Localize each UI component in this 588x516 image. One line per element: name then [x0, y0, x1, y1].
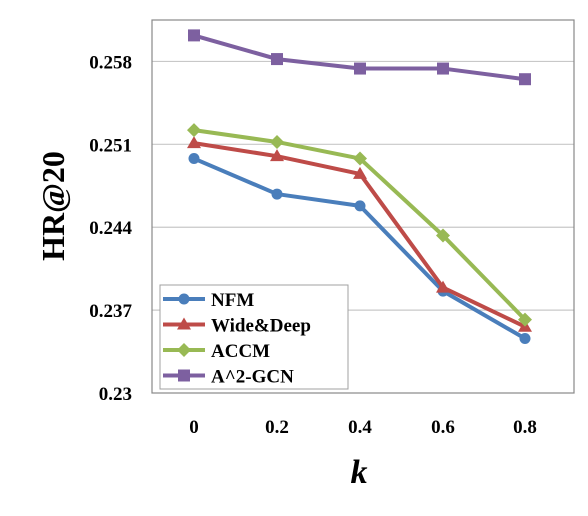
data-point [188, 153, 200, 165]
x-tick-labels: 0 0.2 0.4 0.6 0.8 [189, 417, 537, 438]
x-tick-label: 0.4 [348, 417, 372, 438]
data-point [519, 73, 531, 86]
data-point [519, 333, 531, 345]
series-accm [187, 123, 532, 327]
series-layer [187, 29, 532, 345]
data-point [436, 280, 450, 293]
data-point [436, 228, 450, 243]
x-tick-label: 0.2 [265, 417, 289, 438]
x-tick-label: 0.8 [513, 417, 537, 438]
x-tick-label: 0 [189, 417, 199, 438]
x-axis-title: k [351, 454, 368, 491]
series-nfm [188, 153, 531, 345]
data-point [188, 29, 200, 42]
data-point [271, 188, 283, 200]
legend-marker [177, 343, 191, 357]
legend-item-wide-deep: Wide&Deep [163, 316, 311, 337]
y-tick-label: 0.244 [89, 218, 132, 239]
data-point [354, 200, 366, 212]
data-point [353, 166, 367, 179]
data-point [437, 62, 449, 75]
y-tick-label: 0.23 [99, 384, 132, 405]
legend-label: ACCM [211, 341, 270, 362]
legend-label: Wide&Deep [211, 316, 311, 337]
series-wide-deep [187, 136, 532, 332]
y-axis-title: HR@20 [35, 151, 71, 261]
legend-marker [178, 369, 190, 382]
y-tick-label: 0.237 [89, 301, 132, 322]
gridlines [152, 60, 574, 311]
data-point [354, 62, 366, 75]
data-point [187, 123, 201, 138]
plot-frame [151, 19, 575, 394]
legend-marker [178, 293, 190, 305]
y-tick-label: 0.251 [89, 135, 132, 156]
legend-box [159, 284, 349, 390]
data-point [187, 136, 201, 149]
data-point [518, 312, 532, 327]
y-tick-labels: 0.23 0.237 0.244 0.251 0.258 [89, 52, 132, 405]
legend-item-a-2-gcn: A^2-GCN [163, 367, 294, 388]
data-point [270, 134, 284, 149]
legend: NFM Wide&Deep ACCM A^2-GCN [159, 284, 349, 390]
legend-item-nfm: NFM [163, 290, 254, 311]
data-point [271, 53, 283, 66]
data-point [353, 151, 367, 166]
legend-marker [177, 317, 191, 330]
x-tick-label: 0.6 [431, 417, 455, 438]
series-a-2-gcn [188, 29, 531, 86]
legend-label: A^2-GCN [211, 367, 294, 388]
legend-item-accm: ACCM [163, 341, 270, 362]
data-point [270, 149, 284, 162]
y-tick-label: 0.258 [89, 52, 132, 73]
legend-label: NFM [211, 290, 254, 311]
